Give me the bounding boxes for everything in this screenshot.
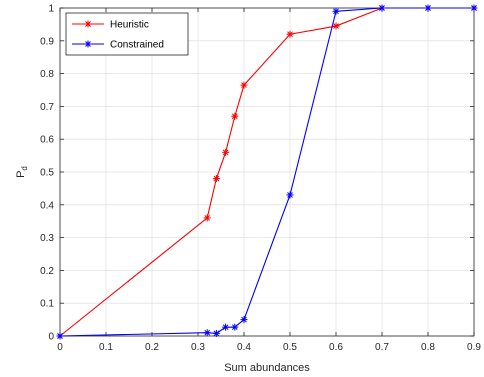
data-point-heuristic — [286, 30, 294, 38]
data-point-constrained — [378, 4, 386, 12]
legend-label-constrained: Constrained — [110, 40, 164, 51]
x-tick-label: 0.4 — [237, 342, 251, 353]
legend-entry-heuristic: Heuristic — [72, 20, 149, 31]
x-tick-label: 0.6 — [329, 342, 343, 353]
legend-entry-constrained: Constrained — [72, 40, 164, 51]
x-tick-label: 0.1 — [99, 342, 113, 353]
data-point-heuristic — [240, 81, 248, 89]
x-tick-label: 0.8 — [421, 342, 435, 353]
y-tick-label: 1 — [48, 4, 54, 15]
y-tick-label: 0.2 — [40, 266, 54, 277]
data-point-heuristic — [203, 214, 211, 222]
y-tick-label: 0.8 — [40, 69, 54, 80]
y-tick-label: 0 — [48, 332, 54, 343]
data-point-constrained — [332, 7, 340, 15]
legend-marker-constrained — [84, 40, 92, 48]
legend-marker-heuristic — [84, 20, 92, 28]
legend-box — [65, 12, 189, 56]
data-point-constrained — [222, 323, 230, 331]
data-point-constrained — [240, 316, 248, 324]
data-point-heuristic — [231, 112, 239, 120]
series-constrained — [56, 4, 478, 340]
data-point-constrained — [231, 323, 239, 331]
x-tick-label: 0.2 — [145, 342, 159, 353]
data-point-heuristic — [332, 22, 340, 30]
y-tick-labels: 0 0.1 0.2 0.3 0.4 0.5 0.6 0.7 0.8 0.9 1 — [40, 4, 54, 343]
y-tick-label: 0.4 — [40, 200, 54, 211]
x-tick-labels: 0 0.1 0.2 0.3 0.4 0.5 0.6 0.7 0.8 0.9 — [57, 342, 481, 353]
y-axis-label-main: P — [15, 171, 27, 178]
y-tick-label: 0.9 — [40, 36, 54, 47]
data-point-heuristic — [212, 175, 220, 183]
data-point-constrained — [470, 4, 478, 12]
y-tick-label: 0.1 — [40, 299, 54, 310]
x-tick-label: 0.5 — [283, 342, 297, 353]
x-tick-label: 0 — [57, 342, 63, 353]
y-tick-label: 0.6 — [40, 135, 54, 146]
legend-label-heuristic: Heuristic — [110, 20, 149, 31]
legend-entries: Heuristic Constrained — [72, 20, 164, 51]
x-tick-label: 0.9 — [467, 342, 481, 353]
legend: Heuristic Constrained — [65, 12, 189, 56]
x-tick-label: 0.3 — [191, 342, 205, 353]
y-tick-label: 0.7 — [40, 102, 54, 113]
data-point-constrained — [424, 4, 432, 12]
y-axis-label: Pd — [15, 166, 29, 178]
x-axis-label: Sum abundances — [224, 362, 310, 374]
data-point-heuristic — [222, 148, 230, 156]
y-tick-label: 0.5 — [40, 168, 54, 179]
data-point-constrained — [286, 191, 294, 199]
data-point-constrained — [56, 332, 64, 340]
y-tick-label: 0.3 — [40, 233, 54, 244]
data-point-constrained — [212, 329, 220, 337]
y-axis-label-subscript: d — [20, 166, 29, 170]
series-layer — [56, 4, 478, 340]
data-point-constrained — [203, 329, 211, 337]
x-tick-label: 0.7 — [375, 342, 389, 353]
